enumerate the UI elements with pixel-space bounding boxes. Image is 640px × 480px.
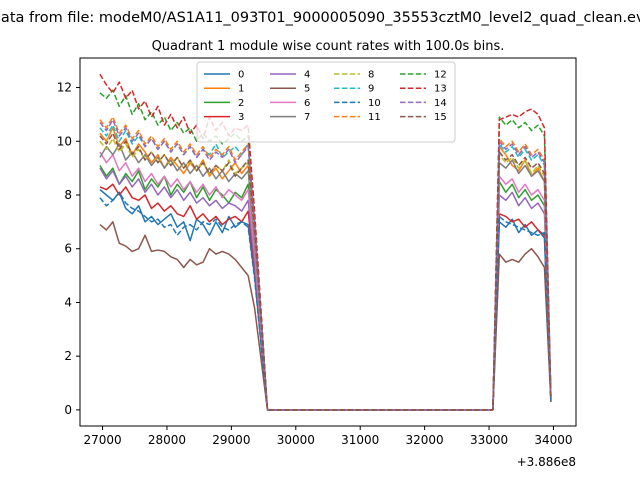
suptitle: Data from file: modeM0/AS1A11_093T01_900…: [0, 10, 640, 26]
plot-title: Quadrant 1 module wise count rates with …: [152, 39, 505, 54]
x-offset-label: +3.886e8: [517, 455, 576, 469]
series-line-15: [99, 132, 552, 411]
legend-label-8: 8: [368, 70, 374, 81]
legend-label-15: 15: [434, 112, 447, 123]
legend-label-6: 6: [304, 98, 310, 109]
legend-label-0: 0: [238, 70, 244, 81]
x-tick-label: 32000: [406, 433, 444, 447]
legend-label-11: 11: [368, 112, 381, 123]
y-tick-label: 12: [57, 81, 72, 95]
legend-label-12: 12: [434, 70, 447, 81]
x-tick-label: 34000: [534, 433, 572, 447]
y-tick-label: 0: [64, 403, 72, 417]
y-tick-label: 2: [64, 349, 72, 363]
legend-label-10: 10: [368, 98, 381, 109]
legend-label-7: 7: [304, 112, 310, 123]
plot-area-frame: [79, 57, 577, 427]
x-tick-label: 29000: [212, 433, 250, 447]
legend-label-3: 3: [238, 112, 244, 123]
x-axis: 27000 28000 29000 30000 31000 32000 33000 34000: [83, 426, 573, 447]
y-tick-label: 8: [64, 188, 72, 202]
x-tick-label: 28000: [148, 433, 186, 447]
x-tick-label: 33000: [470, 433, 508, 447]
x-tick-label: 27000: [83, 433, 121, 447]
legend-label-1: 1: [238, 84, 244, 95]
y-tick-label: 4: [64, 295, 72, 309]
legend-frame: [196, 61, 456, 143]
legend-label-13: 13: [434, 84, 447, 95]
legend-label-5: 5: [304, 84, 310, 95]
legend-label-4: 4: [304, 70, 310, 81]
x-tick-label: 31000: [341, 433, 379, 447]
series-layer: [99, 73, 552, 411]
legend-label-14: 14: [434, 98, 447, 109]
y-tick-label: 10: [57, 134, 72, 148]
legend-label-9: 9: [368, 84, 374, 95]
y-tick-label: 6: [64, 242, 72, 256]
legend-label-2: 2: [238, 98, 244, 109]
x-tick-label: 30000: [277, 433, 315, 447]
y-axis: 0 2 4 6 8 10 12: [57, 81, 80, 417]
